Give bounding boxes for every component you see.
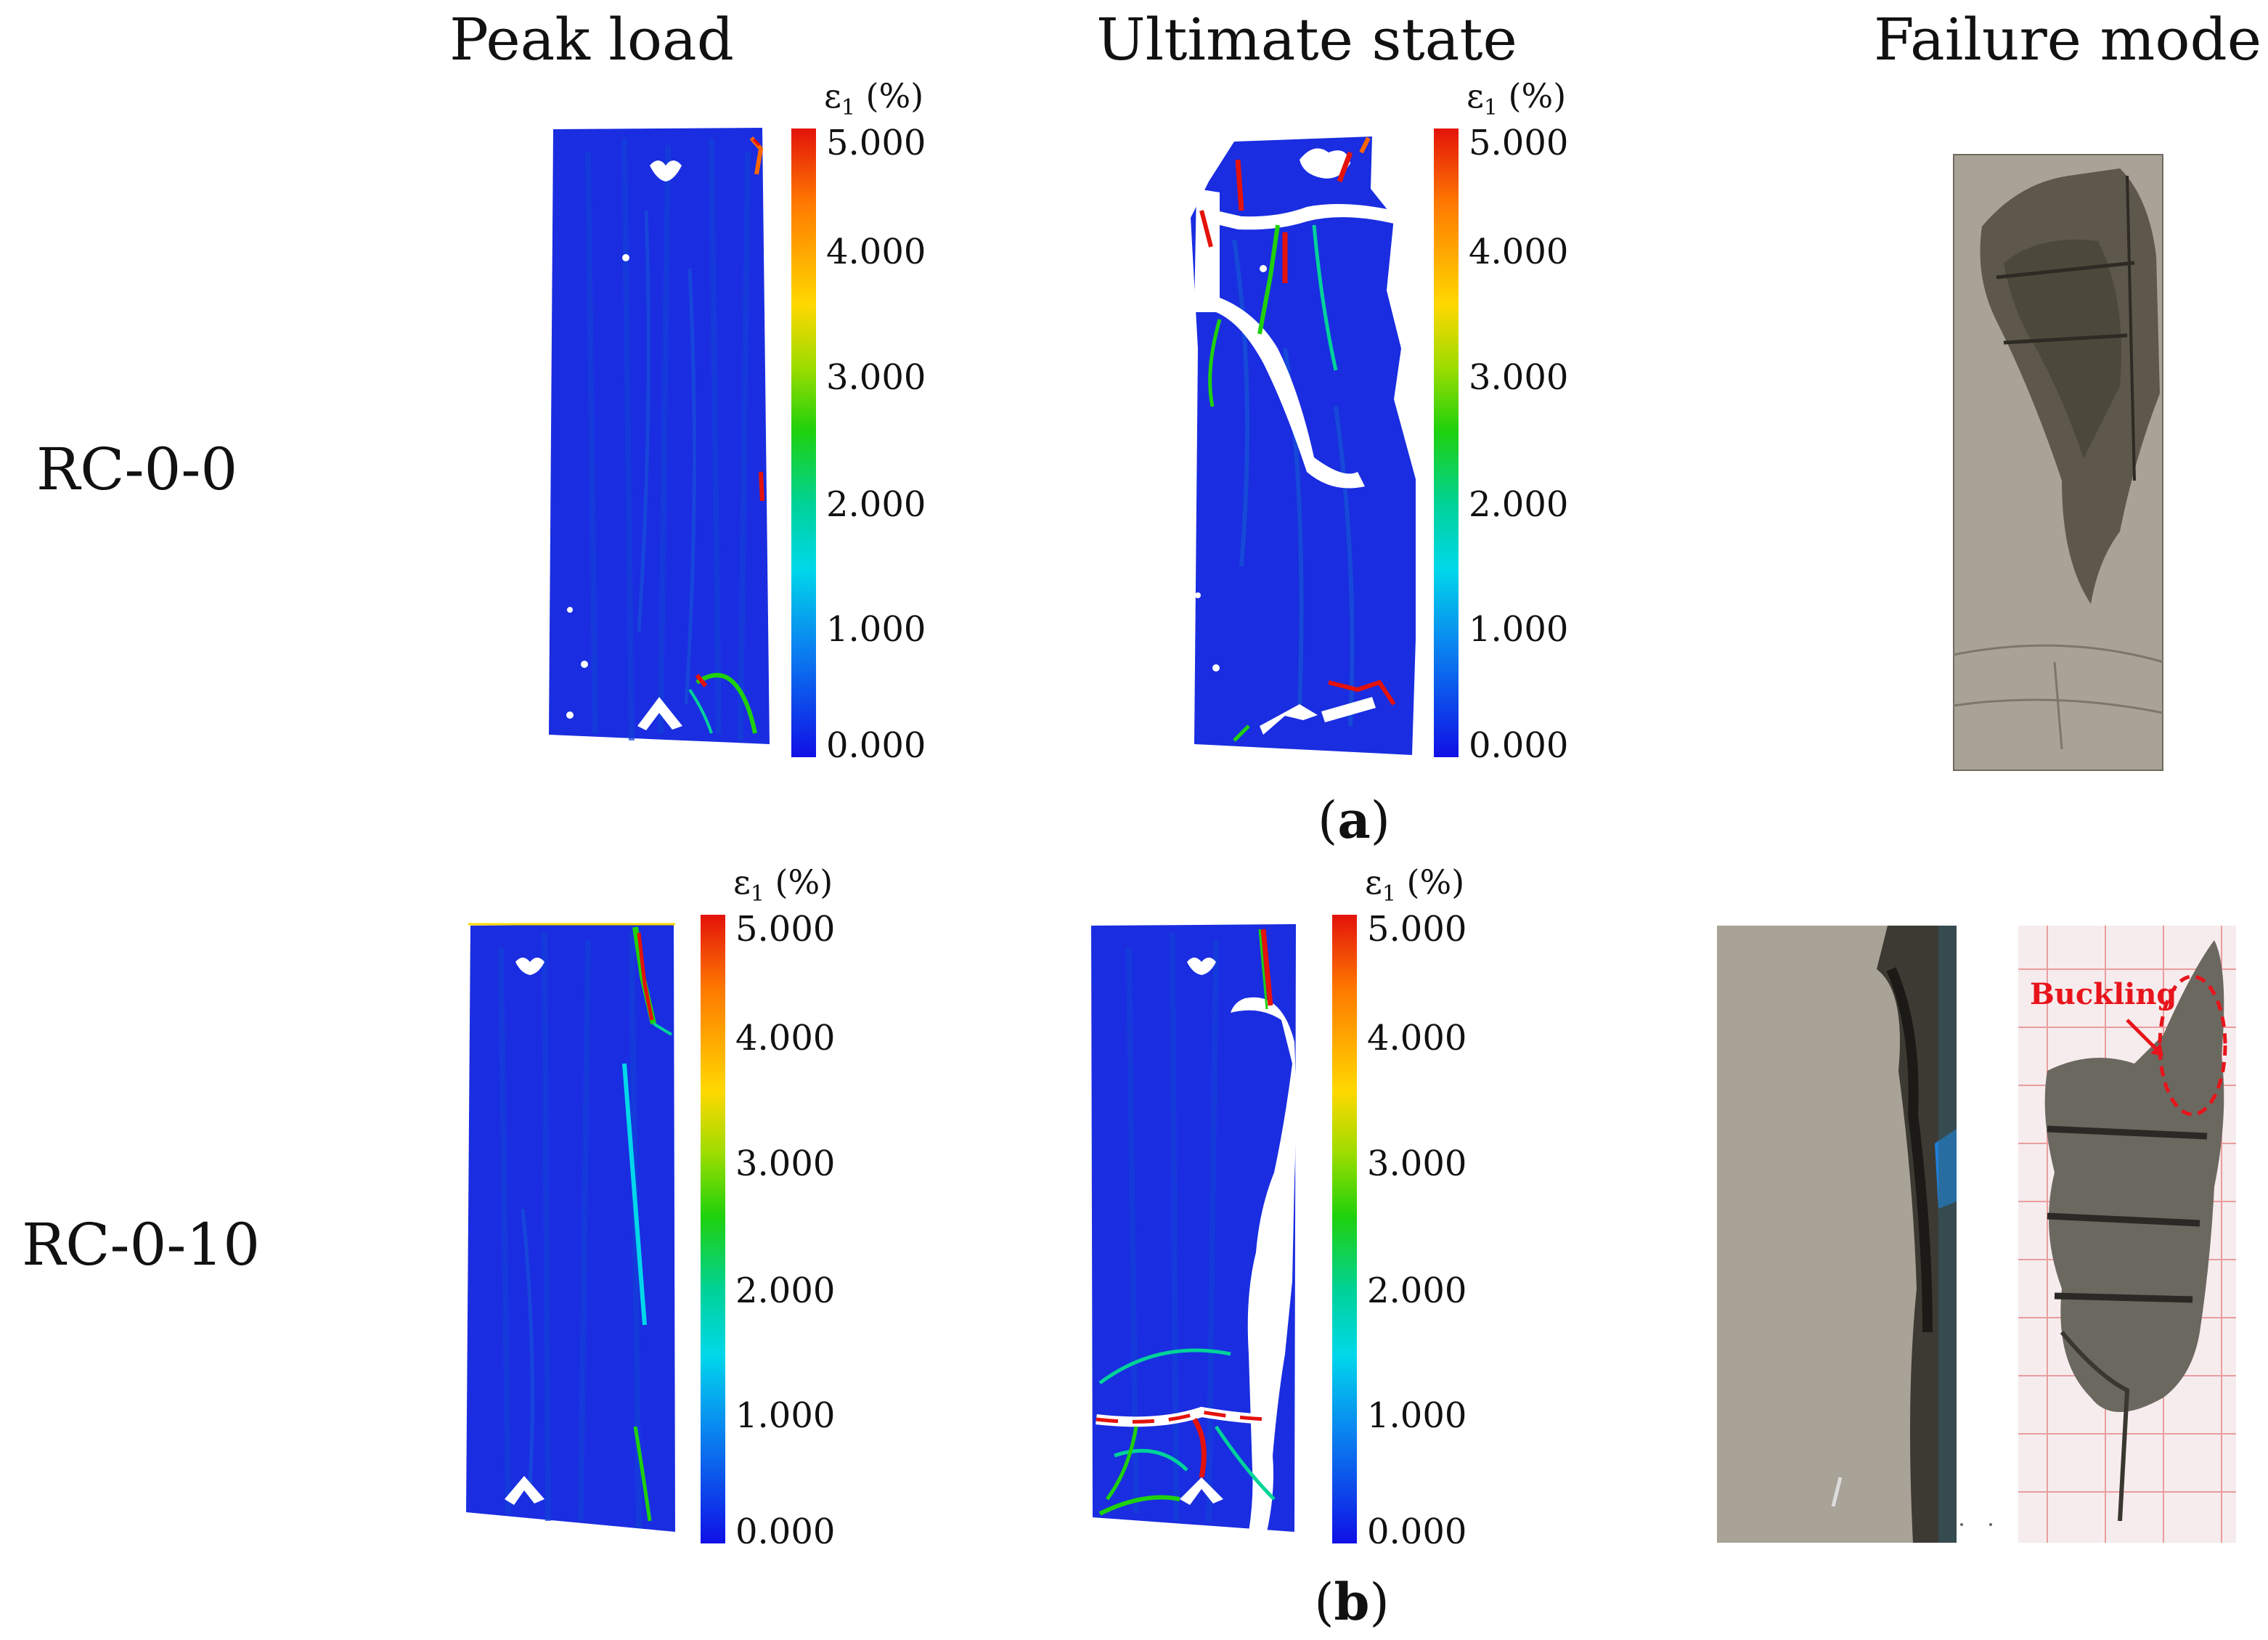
row-label-rc-0-0: RC-0-0	[36, 436, 238, 503]
colorbar-b-peak: ε1 (%) 5.000 4.000 3.000 2.000 1.000 0.0…	[701, 862, 868, 1552]
colorbar-tick: 0.000	[1367, 1512, 1467, 1552]
colorbar-title: ε1 (%)	[733, 862, 833, 907]
colorbar-tick: 0.000	[1469, 725, 1569, 766]
colorbar-tick: 4.000	[1469, 232, 1569, 272]
colorbar-gradient	[701, 915, 725, 1543]
colorbar-tick: 0.000	[735, 1512, 836, 1552]
column-header-peak-load: Peak load	[449, 6, 734, 73]
colorbar-gradient	[1434, 128, 1459, 757]
subfigure-label-b: (b)	[1314, 1572, 1390, 1632]
strain-map-a-peak	[549, 128, 770, 744]
failure-photo-b-left	[1717, 926, 1957, 1543]
buckling-marker	[2126, 974, 2227, 1117]
strain-map-a-ultimate	[1191, 136, 1416, 755]
colorbar-tick: 2.000	[826, 484, 926, 525]
colorbar-tick: 2.000	[1469, 484, 1569, 525]
strain-map-b-peak	[466, 923, 675, 1532]
colorbar-tick: 5.000	[1469, 123, 1569, 163]
colorbar-tick: 2.000	[1367, 1270, 1467, 1311]
colorbar-tick: 3.000	[735, 1143, 836, 1184]
colorbar-b-ultimate: ε1 (%) 5.000 4.000 3.000 2.000 1.000 0.0…	[1332, 862, 1499, 1552]
colorbar-tick: 4.000	[1367, 1018, 1467, 1058]
colorbar-tick: 1.000	[826, 609, 926, 650]
colorbar-tick: 5.000	[735, 909, 836, 950]
colorbar-title: ε1 (%)	[824, 76, 924, 121]
colorbar-a-peak: ε1 (%) 5.000 4.000 3.000 2.000 1.000 0.0…	[791, 76, 958, 766]
column-header-ultimate-state: Ultimate state	[1096, 6, 1517, 73]
failure-photo-a	[1953, 154, 2163, 771]
colorbar-tick: 0.000	[826, 725, 926, 766]
colorbar-tick: 1.000	[1469, 609, 1569, 650]
buckling-label: Buckling	[2030, 977, 2177, 1011]
colorbar-a-ultimate: ε1 (%) 5.000 4.000 3.000 2.000 1.000 0.0…	[1434, 76, 1601, 766]
colorbar-title: ε1 (%)	[1365, 862, 1465, 907]
strain-map-b-ultimate	[1091, 924, 1296, 1532]
colorbar-tick: 5.000	[826, 123, 926, 163]
failure-photo-b-right	[2018, 926, 2236, 1543]
colorbar-tick: 3.000	[1367, 1143, 1467, 1184]
subfigure-label-a: (a)	[1318, 790, 1390, 850]
row-label-rc-0-10: RC-0-10	[22, 1211, 261, 1278]
colorbar-gradient	[791, 128, 816, 757]
separator-dot	[1989, 1523, 1992, 1526]
colorbar-tick: 4.000	[826, 232, 926, 272]
column-header-failure-mode: Failure mode	[1873, 6, 2262, 73]
colorbar-gradient	[1332, 915, 1357, 1543]
colorbar-tick: 4.000	[735, 1018, 836, 1058]
colorbar-tick: 5.000	[1367, 909, 1467, 950]
colorbar-tick: 3.000	[826, 357, 926, 398]
colorbar-title: ε1 (%)	[1467, 76, 1567, 121]
colorbar-tick: 1.000	[735, 1395, 836, 1436]
colorbar-tick: 2.000	[735, 1270, 836, 1311]
colorbar-tick: 3.000	[1469, 357, 1569, 398]
colorbar-tick: 1.000	[1367, 1395, 1467, 1436]
separator-dot	[1960, 1523, 1963, 1526]
